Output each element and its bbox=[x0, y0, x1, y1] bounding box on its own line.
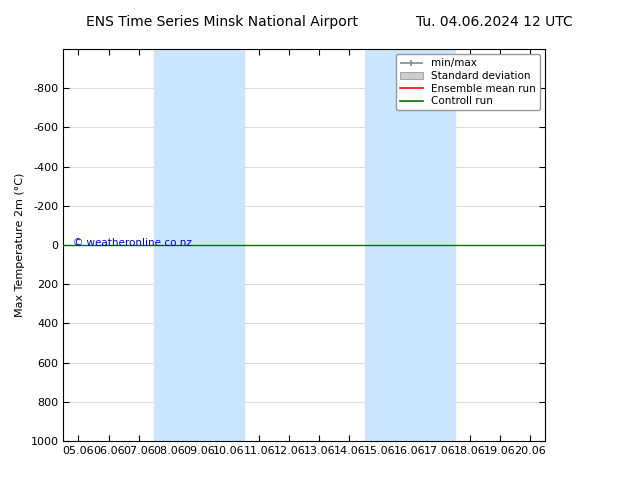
Text: Tu. 04.06.2024 12 UTC: Tu. 04.06.2024 12 UTC bbox=[416, 15, 573, 29]
Bar bbox=[153, 49, 244, 441]
Y-axis label: Max Temperature 2m (°C): Max Temperature 2m (°C) bbox=[15, 173, 25, 317]
Text: © weatheronline.co.nz: © weatheronline.co.nz bbox=[73, 238, 192, 248]
Text: ENS Time Series Minsk National Airport: ENS Time Series Minsk National Airport bbox=[86, 15, 358, 29]
Bar bbox=[365, 49, 455, 441]
Legend: min/max, Standard deviation, Ensemble mean run, Controll run: min/max, Standard deviation, Ensemble me… bbox=[396, 54, 540, 110]
